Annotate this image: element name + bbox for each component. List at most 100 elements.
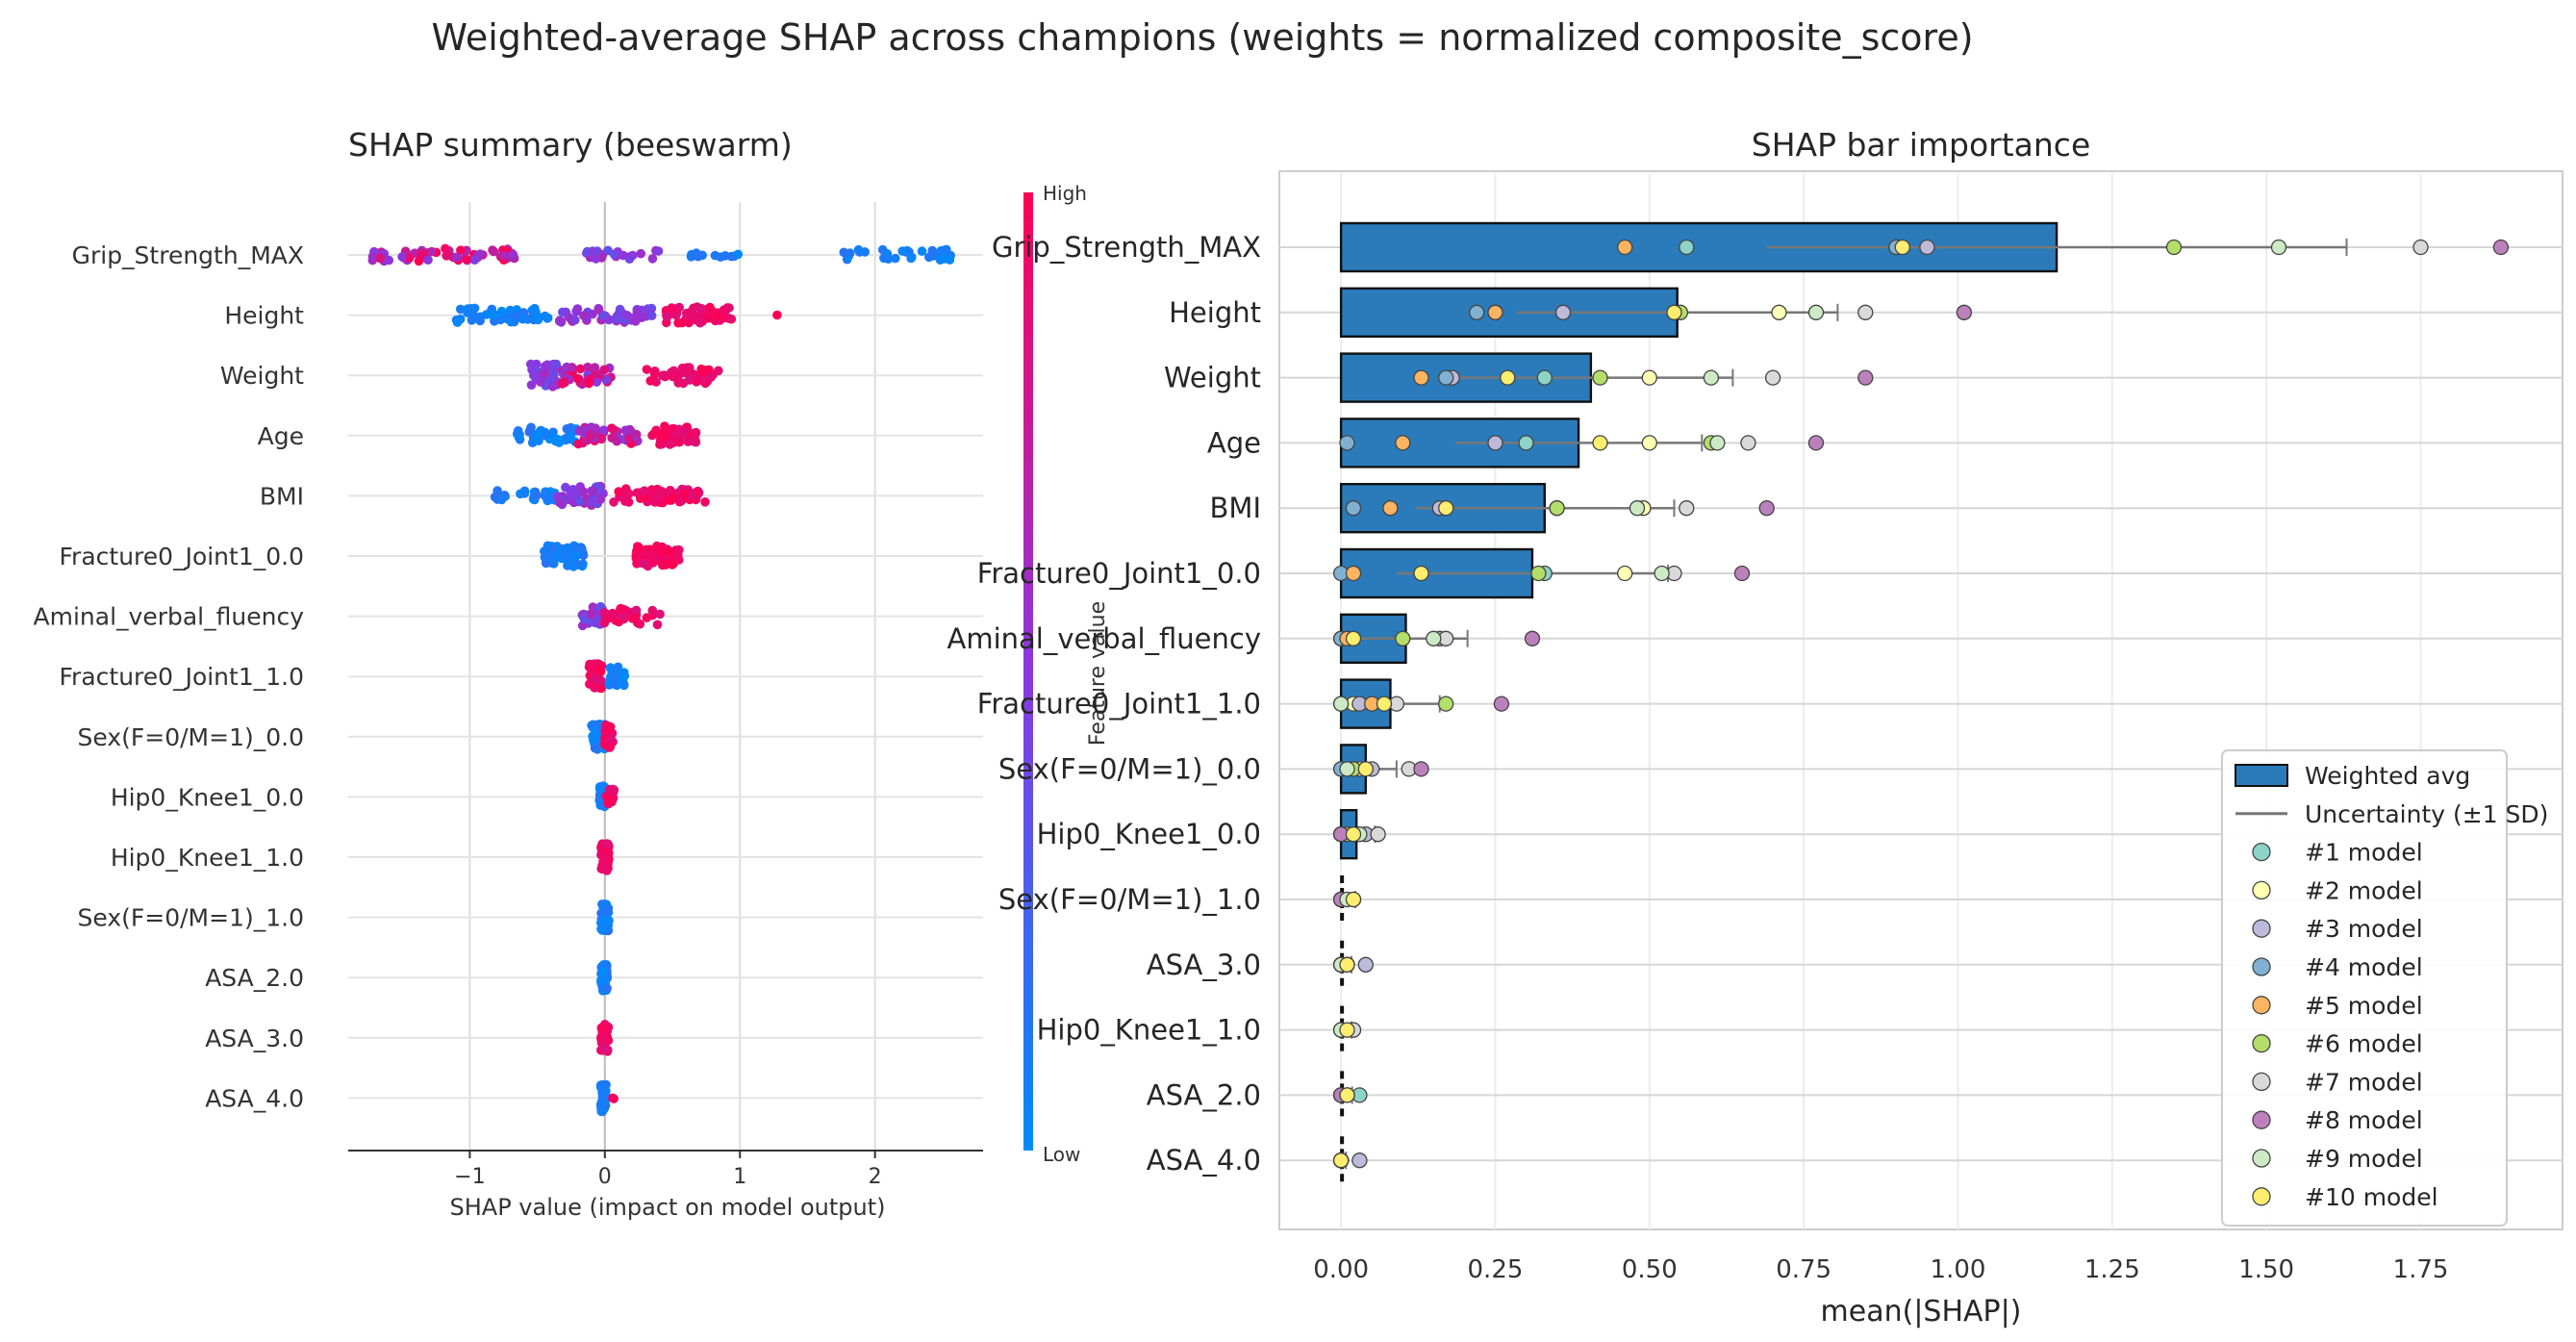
beeswarm-point <box>423 255 433 266</box>
legend-entry-label: #5 model <box>2305 992 2423 1020</box>
colorbar <box>1023 192 1033 1151</box>
beeswarm-point <box>570 315 580 325</box>
beeswarm-point <box>599 365 609 375</box>
model-point <box>1733 565 1751 582</box>
bar-category-label: Sex(F=0/M=1)_1.0 <box>998 883 1261 916</box>
beeswarm-point <box>897 246 907 256</box>
model-point <box>1469 304 1485 320</box>
legend-swatch-marker <box>2252 1187 2271 1206</box>
model-point <box>1345 826 1362 843</box>
beeswarm-point <box>772 310 782 320</box>
model-point <box>1438 696 1454 712</box>
bar-category-label: Sex(F=0/M=1)_0.0 <box>998 752 1261 785</box>
bar-x-tick-label: 1.50 <box>2238 1255 2294 1284</box>
beeswarm-point <box>694 250 703 260</box>
beeswarm-point <box>367 251 378 262</box>
beeswarm-point <box>593 305 604 315</box>
figure-title: Weighted-average SHAP across champions (… <box>431 16 1973 59</box>
beeswarm-point <box>452 317 463 327</box>
model-point <box>1345 565 1362 582</box>
beeswarm-point <box>522 315 533 324</box>
legend-swatch-marker <box>2252 1110 2271 1129</box>
beeswarm-point <box>609 497 619 507</box>
model-point <box>1764 369 1781 386</box>
beeswarm-point <box>645 376 655 386</box>
model-point <box>1894 239 1910 256</box>
beeswarm-feature-label: Age <box>258 422 304 450</box>
model-point <box>1617 239 1633 256</box>
beeswarm-point <box>604 724 615 735</box>
legend-swatch-bar <box>2235 764 2288 787</box>
model-point <box>1357 761 1374 777</box>
beeswarm-point <box>463 306 473 316</box>
beeswarm-point <box>540 368 549 378</box>
legend-entry-label: #4 model <box>2305 953 2423 981</box>
beeswarm-point <box>540 427 550 438</box>
colorbar-high-label: High <box>1043 182 1087 205</box>
beeswarm-point <box>616 604 626 615</box>
bar-x-tick-label: 1.25 <box>2084 1255 2140 1284</box>
model-point <box>1413 761 1429 777</box>
beeswarm-point <box>631 605 642 616</box>
model-point <box>1426 630 1442 646</box>
beeswarm-point <box>545 374 556 384</box>
beeswarm-point <box>647 254 658 264</box>
model-point <box>1518 435 1534 451</box>
beeswarm-point <box>599 861 610 872</box>
beeswarm-point <box>649 368 660 379</box>
beeswarm-point <box>488 245 497 255</box>
beeswarm-feature-label: Grip_Strength_MAX <box>72 241 304 269</box>
beeswarm-point <box>456 245 466 255</box>
beeswarm-point <box>624 434 634 443</box>
beeswarm-point <box>561 307 571 317</box>
beeswarm-point <box>691 428 701 439</box>
beeswarm-point <box>404 253 415 263</box>
legend-entry-label: #7 model <box>2305 1068 2423 1096</box>
beeswarm-point <box>653 246 664 256</box>
beeswarm-point <box>602 1035 613 1046</box>
beeswarm-point <box>679 489 690 498</box>
model-point <box>1487 304 1503 320</box>
beeswarm-point <box>603 245 613 256</box>
beeswarm-point <box>532 491 542 500</box>
beeswarm-point <box>636 248 645 259</box>
legend-swatch-marker <box>2252 880 2271 900</box>
beeswarm-point <box>469 255 480 266</box>
beeswarm-point <box>650 547 660 557</box>
bar-x-tick-label: 0.75 <box>1776 1255 1831 1284</box>
beeswarm-point <box>551 359 562 369</box>
beeswarm-point <box>652 620 663 630</box>
beeswarm-point <box>602 614 613 623</box>
beeswarm-point <box>733 249 744 260</box>
model-point <box>1438 500 1454 517</box>
beeswarm-point <box>719 313 728 323</box>
model-point <box>1339 1022 1355 1038</box>
beeswarm-feature-label: Fracture0_Joint1_1.0 <box>60 663 305 691</box>
beeswarm-point <box>609 1094 619 1103</box>
beeswarm-point <box>684 317 694 328</box>
model-point <box>1339 956 1355 973</box>
beeswarm-feature-label: Aminal_verbal_fluency <box>34 603 305 631</box>
model-point <box>1956 304 1973 320</box>
beeswarm-point <box>647 605 658 616</box>
beeswarm-feature-label: Sex(F=0/M=1)_1.0 <box>78 904 304 932</box>
beeswarm-point <box>853 244 864 255</box>
beeswarm-x-tick-label: 1 <box>733 1165 746 1189</box>
beeswarm-feature-label: ASA_2.0 <box>205 964 304 992</box>
beeswarm-point <box>665 495 674 505</box>
beeswarm-point <box>646 485 657 494</box>
beeswarm-point <box>595 494 605 504</box>
colorbar-label: Feature value <box>1086 601 1110 746</box>
model-point <box>1351 1152 1368 1169</box>
legend-entry-label: #9 model <box>2305 1145 2423 1173</box>
beeswarm-point <box>441 243 450 254</box>
model-point <box>1357 956 1374 973</box>
beeswarm-point <box>603 915 613 924</box>
beeswarm-point <box>451 252 462 263</box>
beeswarm-point <box>661 430 671 441</box>
bar-category-label: Hip0_Knee1_1.0 <box>1037 1014 1261 1047</box>
model-point <box>1679 500 1695 517</box>
bar-category-label: BMI <box>1210 492 1261 524</box>
legend-swatch-marker <box>2252 957 2271 976</box>
beeswarm-point <box>562 424 572 434</box>
